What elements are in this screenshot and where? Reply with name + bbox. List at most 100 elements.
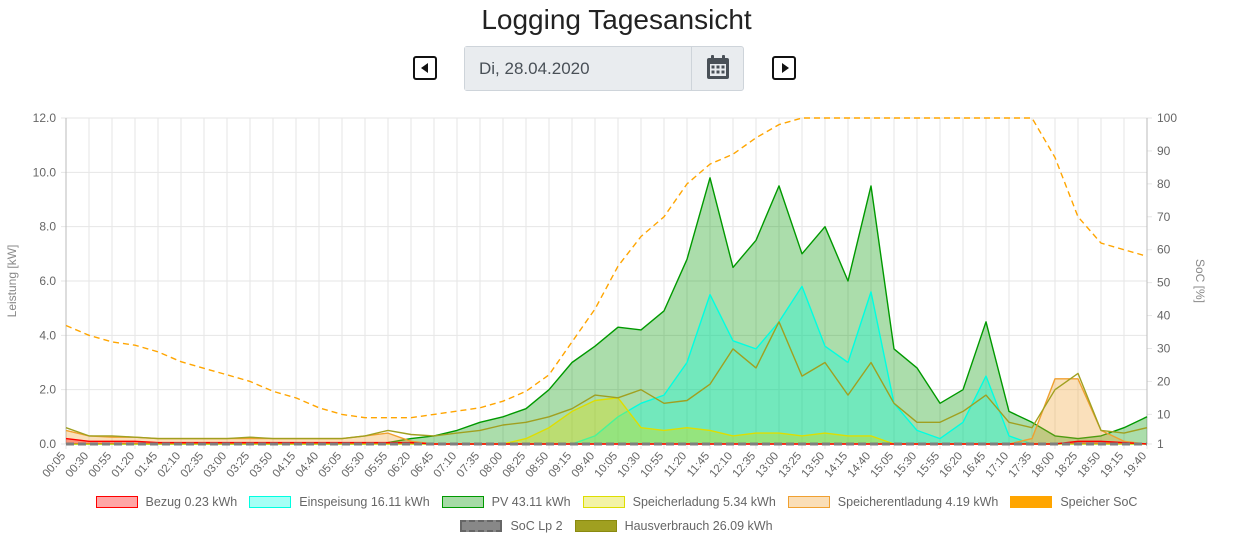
y2-tick-label: 30 — [1157, 342, 1171, 356]
x-tick-label: 03:00 — [202, 450, 230, 480]
x-tick-label: 02:35 — [179, 450, 207, 480]
x-tick-label: 12:10 — [708, 450, 736, 480]
series-area-speicherentladung — [66, 378, 1147, 444]
y2-tick-label: 60 — [1157, 243, 1171, 257]
logging-chart: 00:0500:3000:5501:2001:4502:1002:3503:00… — [5, 111, 1207, 480]
legend-item-soc_lp2[interactable]: SoC Lp 2 — [460, 519, 563, 533]
series-area-einspeisung — [66, 286, 1147, 444]
x-tick-label: 14:15 — [823, 450, 851, 480]
y-axis-title: Leistung [kW] — [5, 245, 19, 318]
x-tick-label: 15:05 — [869, 450, 897, 480]
legend-swatch-icon — [582, 496, 625, 508]
x-tick-label: 18:00 — [1030, 450, 1058, 480]
x-tick-label: 00:55 — [87, 450, 115, 480]
x-tick-label: 17:35 — [1007, 450, 1035, 480]
x-tick-label: 12:35 — [731, 450, 759, 480]
caret-right-icon — [782, 63, 789, 73]
y2-axis-title: SoC [%] — [1193, 259, 1207, 303]
legend-swatch-icon — [1010, 496, 1053, 508]
x-tick-label: 06:20 — [386, 450, 414, 480]
calendar-icon — [707, 55, 729, 79]
x-tick-label: 01:45 — [133, 450, 161, 480]
y-tick-label: 2.0 — [39, 383, 56, 397]
x-tick-label: 13:00 — [754, 450, 782, 480]
x-tick-label: 11:20 — [662, 450, 689, 479]
legend-item-speicherladung[interactable]: Speicherladung 5.34 kWh — [582, 495, 776, 509]
y-tick-label: 12.0 — [33, 111, 57, 125]
x-tick-label: 01:20 — [110, 450, 138, 480]
x-tick-label: 15:55 — [915, 450, 943, 480]
x-tick-label: 10:30 — [616, 450, 644, 480]
x-tick-label: 05:05 — [317, 450, 345, 480]
date-picker[interactable] — [464, 46, 744, 91]
legend-label: Einspeisung 16.11 kWh — [299, 495, 430, 509]
next-day-button[interactable] — [772, 56, 796, 80]
x-tick-label: 04:15 — [271, 450, 299, 480]
series-area-pv — [66, 177, 1147, 445]
x-tick-label: 08:25 — [501, 450, 529, 480]
x-tick-label: 08:00 — [478, 450, 506, 480]
page-title: Logging Tagesansicht — [481, 4, 752, 35]
legend-label: Hausverbrauch 26.09 kWh — [624, 519, 773, 533]
x-tick-label: 03:50 — [248, 450, 276, 480]
legend-item-pv[interactable]: PV 43.11 kWh — [441, 495, 571, 509]
x-tick-label: 08:50 — [524, 450, 552, 480]
x-tick-label: 19:15 — [1099, 450, 1127, 480]
previous-day-button[interactable] — [413, 56, 437, 80]
y2-tick-label: 1 — [1157, 437, 1164, 451]
x-tick-label: 00:05 — [41, 450, 69, 480]
legend-swatch-icon — [95, 496, 138, 508]
legend-label: Speicher SoC — [1060, 495, 1138, 509]
x-tick-label: 11:45 — [685, 450, 712, 479]
x-tick-label: 10:55 — [639, 450, 667, 480]
x-tick-label: 06:45 — [409, 450, 437, 480]
date-input[interactable] — [465, 47, 691, 90]
y2-tick-label: 100 — [1157, 111, 1177, 125]
x-tick-label: 17:10 — [984, 450, 1012, 480]
x-tick-label: 19:40 — [1122, 450, 1150, 480]
legend-item-speicher_soc[interactable]: Speicher SoC — [1010, 495, 1137, 509]
x-tick-label: 03:25 — [225, 450, 253, 480]
legend-label: SoC Lp 2 — [510, 519, 563, 533]
legend-swatch-icon — [574, 520, 617, 532]
legend-label: Bezug 0.23 kWh — [145, 495, 238, 509]
x-tick-label: 18:25 — [1053, 450, 1081, 480]
x-tick-label: 07:35 — [455, 450, 483, 480]
y-tick-label: 4.0 — [39, 328, 56, 342]
x-tick-label: 14:40 — [846, 450, 874, 480]
x-tick-label: 02:10 — [156, 450, 184, 480]
x-tick-label: 13:25 — [777, 450, 805, 480]
legend-label: Speicherladung 5.34 kWh — [632, 495, 776, 509]
x-tick-label: 13:50 — [800, 450, 828, 480]
legend-item-einspeisung[interactable]: Einspeisung 16.11 kWh — [249, 495, 430, 509]
y2-tick-label: 80 — [1157, 177, 1171, 191]
legend-item-bezug[interactable]: Bezug 0.23 kWh — [95, 495, 238, 509]
x-tick-label: 16:45 — [961, 450, 989, 480]
x-tick-label: 10:05 — [593, 450, 621, 480]
x-tick-label: 05:55 — [363, 450, 391, 480]
legend-swatch-icon — [787, 496, 830, 508]
legend-item-hausverbrauch[interactable]: Hausverbrauch 26.09 kWh — [574, 519, 773, 533]
legend-swatch-icon — [441, 496, 484, 508]
x-tick-label: 18:50 — [1076, 450, 1104, 480]
x-tick-label: 15:30 — [892, 450, 920, 480]
x-tick-label: 09:40 — [570, 450, 598, 480]
x-tick-label: 16:20 — [938, 450, 966, 480]
y2-tick-label: 10 — [1157, 407, 1171, 421]
series-area-speicherladung — [66, 397, 1147, 444]
series-line-speicher_soc — [65, 117, 1148, 419]
x-tick-label: 04:40 — [294, 450, 322, 480]
y-tick-label: 6.0 — [39, 274, 56, 288]
x-tick-label: 05:30 — [340, 450, 368, 480]
y-tick-label: 10.0 — [33, 165, 57, 179]
y-tick-label: 0.0 — [39, 437, 56, 451]
x-tick-label: 09:15 — [547, 450, 575, 480]
legend-label: Speicherentladung 4.19 kWh — [837, 495, 999, 509]
y2-tick-label: 50 — [1157, 276, 1171, 290]
calendar-button[interactable] — [691, 47, 743, 90]
y2-tick-label: 90 — [1157, 144, 1171, 158]
legend-label: PV 43.11 kWh — [491, 495, 571, 509]
legend-item-speicherentladung[interactable]: Speicherentladung 4.19 kWh — [787, 495, 999, 509]
y2-tick-label: 70 — [1157, 210, 1171, 224]
series-line-hausverbrauch — [65, 321, 1148, 440]
